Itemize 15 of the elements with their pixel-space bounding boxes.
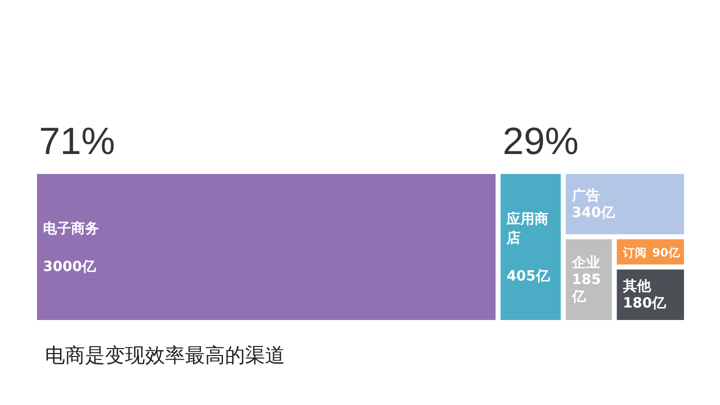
data-label: 340亿 [572, 204, 616, 221]
category-label: 企业 [570, 254, 600, 271]
category-label: 广告 [570, 186, 600, 204]
data-label: 405亿 [506, 268, 551, 284]
data-label: 3000亿 [43, 258, 97, 275]
text: 电商是变现效率最高的渠道 [45, 343, 285, 367]
category-label: 订阅 [622, 245, 647, 260]
category-label: 其他 [622, 278, 652, 295]
text: 29% [502, 121, 579, 163]
data-label: 185亿 [570, 272, 602, 305]
text: 71% [39, 121, 116, 163]
category-label: 电子商务 [43, 220, 99, 237]
category-label: 应用商店 [506, 210, 549, 246]
data-label: 180亿 [622, 296, 668, 312]
data-label: 90亿 [652, 245, 682, 260]
